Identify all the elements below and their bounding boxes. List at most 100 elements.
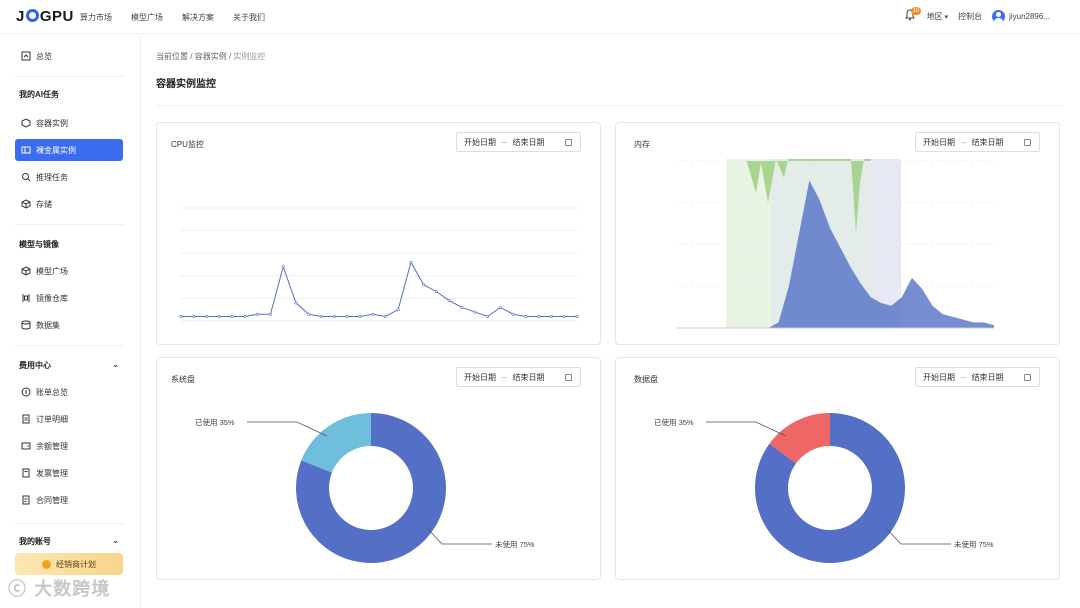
date-sep: – xyxy=(502,137,507,147)
calendar-icon xyxy=(565,139,572,146)
sidebar-item-label: 订单明细 xyxy=(36,414,68,424)
start-date[interactable]: 开始日期 xyxy=(923,372,955,382)
end-date[interactable]: 结束日期 xyxy=(512,137,545,147)
avatar xyxy=(992,9,1006,23)
logo[interactable]: J GPU xyxy=(16,8,74,25)
data-point xyxy=(549,314,553,318)
sidebar-item-label: 模型广场 xyxy=(36,266,68,276)
card-title: 系统盘 xyxy=(171,375,195,384)
date-range-picker[interactable]: 开始日期 – 结束日期 xyxy=(915,367,1040,387)
data-point xyxy=(179,314,183,318)
label-leader-used xyxy=(706,421,787,437)
sidebar-item-storage[interactable]: 存储 xyxy=(15,193,123,215)
date-range-picker[interactable]: 开始日期 – 结束日期 xyxy=(915,132,1040,152)
divider xyxy=(15,345,123,346)
card-title: 内存 xyxy=(634,140,650,149)
sidebar-item-image-repo[interactable]: 镜像仓库 xyxy=(15,287,123,309)
nav-about-us[interactable]: 关于我们 xyxy=(233,13,265,22)
end-date[interactable]: 结束日期 xyxy=(971,372,1004,382)
memory-area xyxy=(676,180,994,328)
wallet-icon xyxy=(21,441,31,451)
data-point xyxy=(243,314,247,318)
end-date[interactable]: 结束日期 xyxy=(971,137,1004,147)
memory-monitor-card: 内存 开始日期 – 结束日期 xyxy=(615,122,1060,345)
server-icon xyxy=(21,145,31,155)
inference-icon xyxy=(21,172,31,182)
nav-model-square[interactable]: 模型广场 xyxy=(131,13,163,22)
data-point xyxy=(498,305,502,309)
sidebar-item-model-square[interactable]: 模型广场 xyxy=(15,260,123,282)
data-point xyxy=(230,314,234,318)
bill-icon xyxy=(21,387,31,397)
sidebar-item-label: 镜像仓库 xyxy=(36,293,68,303)
contract-icon xyxy=(21,495,31,505)
console-link[interactable]: 控制台 xyxy=(958,11,983,21)
group-my-account[interactable]: 我的账号 ⌄ xyxy=(19,536,119,547)
container-icon xyxy=(21,118,31,128)
calendar-icon xyxy=(565,374,572,381)
data-point xyxy=(192,314,196,318)
start-date[interactable]: 开始日期 xyxy=(923,137,955,147)
end-date[interactable]: 结束日期 xyxy=(512,372,545,382)
sidebar-item-label: 总览 xyxy=(36,51,52,61)
notification-badge: 10 xyxy=(910,7,922,15)
username: jiyun2896... xyxy=(1009,11,1050,21)
sidebar-item-label: 余额管理 xyxy=(36,441,68,451)
breadcrumb-sep: / xyxy=(190,52,193,61)
data-point xyxy=(281,265,285,269)
cpu-monitor-card: CPU监控 开始日期 – 结束日期 xyxy=(156,122,601,345)
chevron-down-icon: ⌄ xyxy=(112,536,119,545)
sidebar-item-inference[interactable]: 推理任务 xyxy=(15,166,123,188)
data-point xyxy=(562,314,566,318)
data-point xyxy=(320,314,324,318)
breadcrumb-root[interactable]: 当前位置 xyxy=(156,52,188,61)
user-menu[interactable]: jiyun2896... xyxy=(992,9,1050,23)
start-date[interactable]: 开始日期 xyxy=(464,137,496,147)
sidebar-item-label: 存储 xyxy=(36,199,52,209)
group-fee-center[interactable]: 费用中心 ⌄ xyxy=(19,360,119,371)
sidebar-item-dataset[interactable]: 数据集 xyxy=(15,314,123,336)
promo-label: 经销商计划 xyxy=(56,559,96,569)
invoice-icon xyxy=(21,468,31,478)
group-model-image: 模型与镜像 xyxy=(19,240,59,249)
dealer-program-button[interactable]: 经销商计划 xyxy=(15,553,123,575)
start-date[interactable]: 开始日期 xyxy=(464,372,496,382)
data-point xyxy=(422,283,426,287)
donut-slice-unused xyxy=(296,413,447,563)
sidebar-item-order-detail[interactable]: 订单明细 xyxy=(15,408,123,430)
label-leader-used xyxy=(247,421,328,437)
highlight-band xyxy=(726,159,771,328)
data-point xyxy=(256,312,260,316)
notification-bell-icon[interactable]: 10 xyxy=(904,7,922,23)
sidebar-item-invoice[interactable]: 发票管理 xyxy=(15,462,123,484)
date-range-picker[interactable]: 开始日期 – 结束日期 xyxy=(456,367,581,387)
logo-o-icon xyxy=(25,9,39,22)
label-leader-unused xyxy=(885,527,951,545)
top-nav: 算力市场 模型广场 解决方案 关于我们 xyxy=(80,12,265,23)
breadcrumb-current: 实例监控 xyxy=(233,52,266,61)
sidebar-item-container-instance[interactable]: 容器实例 xyxy=(15,112,123,134)
sidebar-item-contract[interactable]: 合同管理 xyxy=(15,489,123,511)
data-disk-donut: 已使用 35% 未使用 75% xyxy=(654,413,994,563)
donut-slice-used xyxy=(769,413,830,464)
breadcrumb-level1[interactable]: 容器实例 xyxy=(194,52,227,61)
chevron-down-icon: ⌄ xyxy=(112,360,119,369)
sidebar-item-bare-metal[interactable]: 裸金属实例 xyxy=(15,139,123,161)
top-right: 10 地区 控制台 jiyun2896... xyxy=(904,7,1050,23)
label-leader-unused xyxy=(426,527,492,545)
divider xyxy=(156,105,1063,106)
date-sep: – xyxy=(502,372,507,382)
sidebar-item-balance[interactable]: 余额管理 xyxy=(15,435,123,457)
dashboard-icon xyxy=(21,51,31,61)
memory-green-area xyxy=(746,159,871,233)
highlight-band xyxy=(871,159,901,328)
calendar-icon xyxy=(1024,374,1031,381)
nav-solutions[interactable]: 解决方案 xyxy=(182,13,214,22)
nav-compute-market[interactable]: 算力市场 xyxy=(80,13,112,22)
sidebar-item-overview[interactable]: 总览 xyxy=(15,45,123,67)
data-point xyxy=(447,299,451,303)
region-dropdown[interactable]: 地区 xyxy=(927,11,948,22)
sidebar-item-bill-overview[interactable]: 账单总览 xyxy=(15,381,123,403)
divider xyxy=(15,224,123,225)
date-range-picker[interactable]: 开始日期 – 结束日期 xyxy=(456,132,581,152)
